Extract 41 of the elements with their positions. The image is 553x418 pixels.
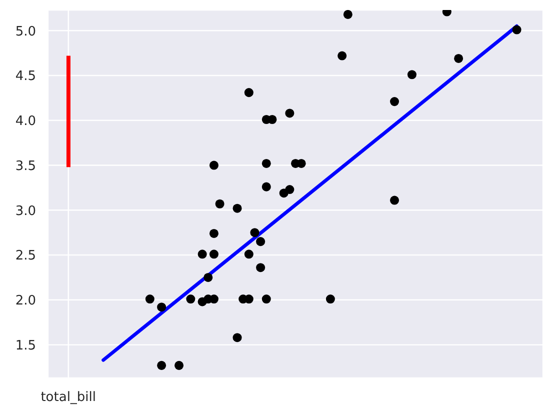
point — [390, 97, 400, 106]
point — [250, 228, 260, 238]
point — [407, 70, 416, 80]
point — [285, 185, 294, 194]
point — [262, 114, 271, 124]
point — [209, 250, 218, 259]
point — [209, 228, 218, 238]
point — [262, 182, 271, 192]
point — [326, 294, 335, 304]
point — [204, 272, 213, 282]
point — [256, 263, 266, 272]
point — [262, 294, 271, 304]
point — [232, 204, 242, 213]
point — [512, 25, 522, 34]
point — [454, 54, 464, 63]
y-tick-label: 5.0 — [15, 24, 36, 40]
point — [186, 294, 196, 304]
y-tick-label: 3.0 — [15, 204, 36, 219]
point — [145, 294, 154, 304]
point — [285, 108, 294, 118]
x-tick-label: total_bill — [40, 390, 96, 406]
point — [157, 360, 166, 370]
y-tick-label: 2.5 — [15, 248, 36, 264]
point — [174, 360, 184, 370]
point — [343, 10, 352, 19]
y-tick-label: 4.5 — [15, 69, 36, 84]
point — [215, 199, 224, 208]
point — [232, 333, 242, 342]
point — [198, 250, 207, 259]
point — [262, 158, 271, 168]
point — [209, 160, 218, 170]
y-tick-label: 2.0 — [15, 294, 36, 309]
point — [244, 250, 254, 259]
point — [157, 302, 166, 312]
y-tick-label: 1.5 — [15, 338, 36, 354]
y-tick-label: 3.5 — [15, 158, 36, 174]
y-tick-label: 4.0 — [15, 114, 36, 130]
point — [256, 237, 266, 246]
point — [390, 196, 400, 205]
point — [338, 51, 347, 60]
point — [244, 88, 254, 98]
